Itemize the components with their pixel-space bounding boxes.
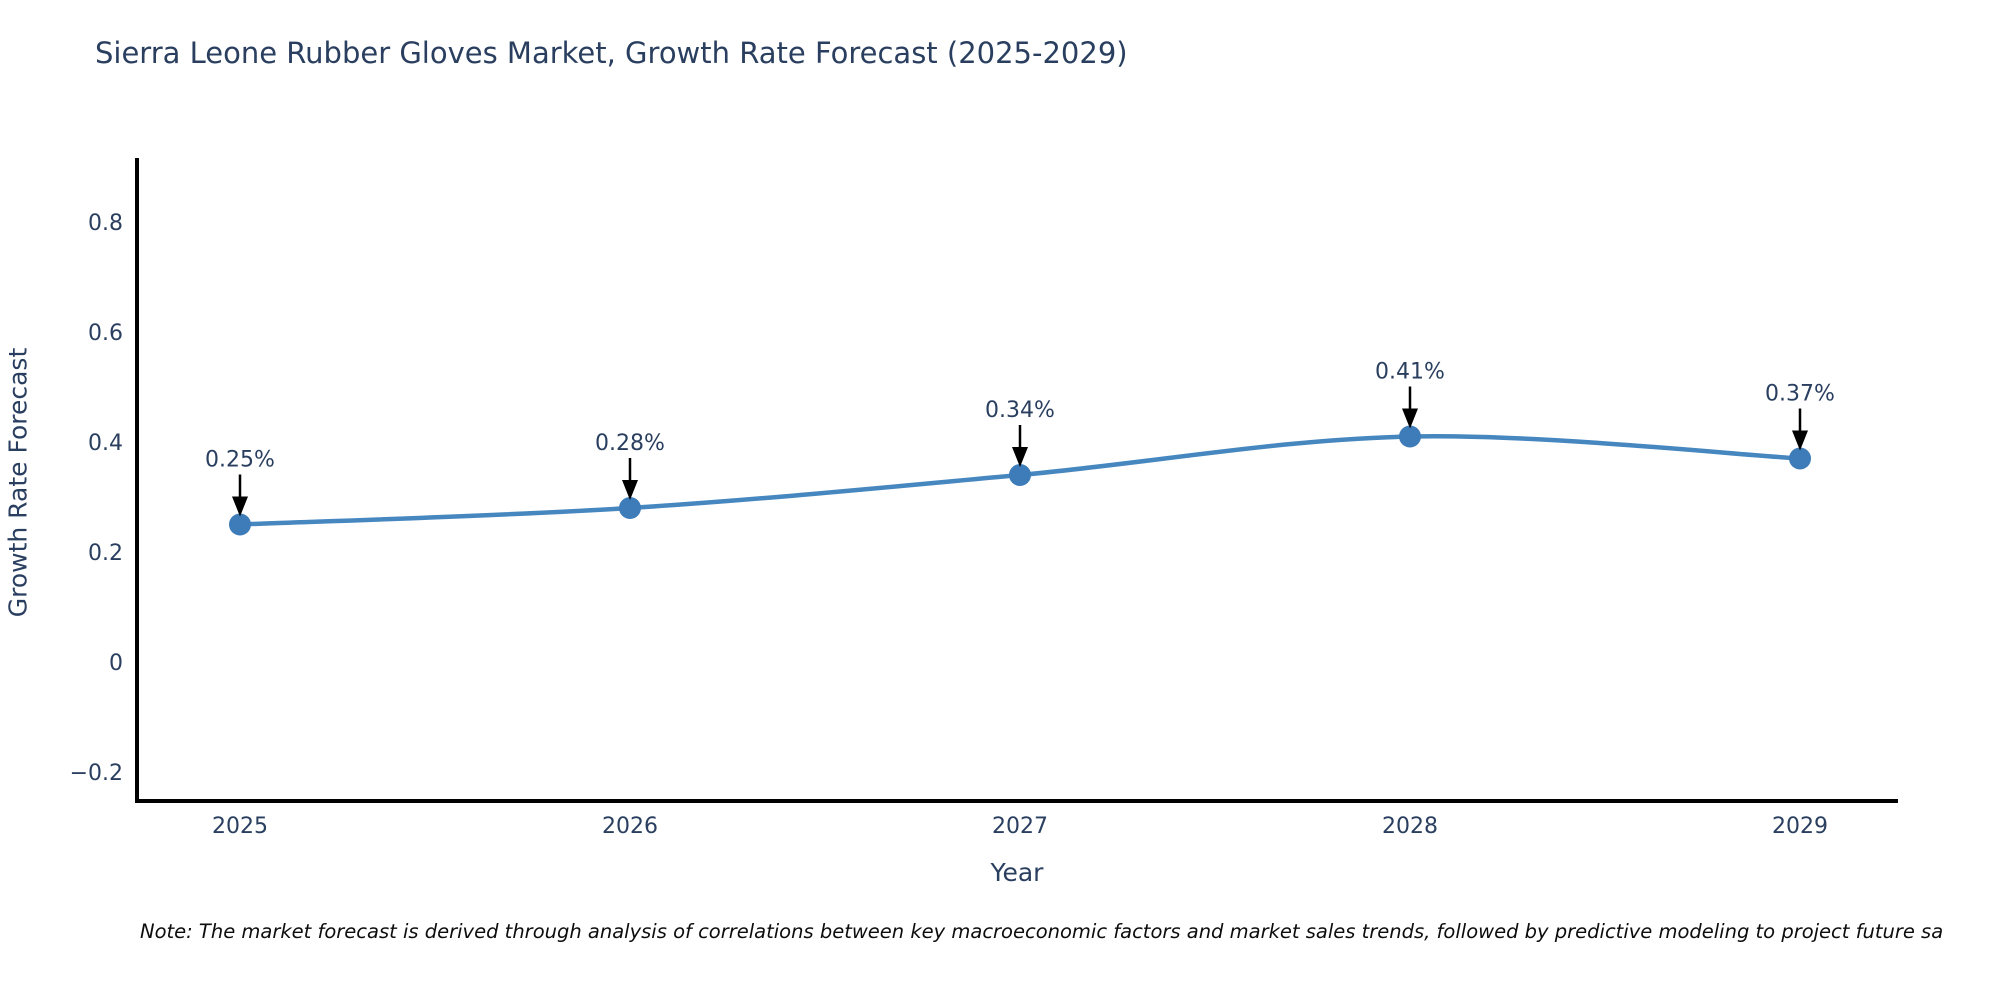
data-point-marker bbox=[1399, 425, 1421, 448]
footnote: Note: The market forecast is derived thr… bbox=[140, 920, 1944, 943]
y-tick-label: 0 bbox=[109, 651, 123, 676]
data-point-label: 0.25% bbox=[205, 448, 275, 473]
x-tick-label: 2027 bbox=[992, 814, 1048, 839]
data-point-label: 0.41% bbox=[1375, 360, 1445, 385]
x-tick-label: 2026 bbox=[602, 814, 658, 839]
x-axis-title: Year bbox=[990, 858, 1044, 887]
data-point-label: 0.34% bbox=[985, 398, 1055, 423]
x-tick-label: 2025 bbox=[212, 814, 268, 839]
x-tick-label: 2028 bbox=[1382, 814, 1438, 839]
y-tick-label: 0.8 bbox=[88, 211, 123, 236]
annotation-arrowhead bbox=[1402, 408, 1418, 429]
data-point-marker bbox=[619, 497, 641, 519]
annotation-arrowhead bbox=[232, 496, 248, 517]
x-tick-label: 2029 bbox=[1772, 814, 1828, 839]
y-tick-label: 0.6 bbox=[88, 321, 123, 346]
annotation-arrowhead bbox=[1012, 447, 1028, 467]
annotation-arrowhead bbox=[1792, 430, 1808, 451]
chart-title: Sierra Leone Rubber Gloves Market, Growt… bbox=[95, 36, 1128, 70]
data-point-label: 0.37% bbox=[1765, 382, 1835, 407]
y-tick-label: −0.2 bbox=[70, 761, 123, 786]
data-point-marker bbox=[1009, 464, 1031, 486]
y-tick-label: 0.2 bbox=[88, 541, 123, 566]
data-point-marker bbox=[1789, 447, 1811, 470]
annotation-arrowhead bbox=[622, 480, 638, 500]
data-point-marker bbox=[229, 513, 251, 536]
y-tick-label: 0.4 bbox=[88, 431, 123, 456]
data-point-label: 0.28% bbox=[595, 431, 665, 456]
